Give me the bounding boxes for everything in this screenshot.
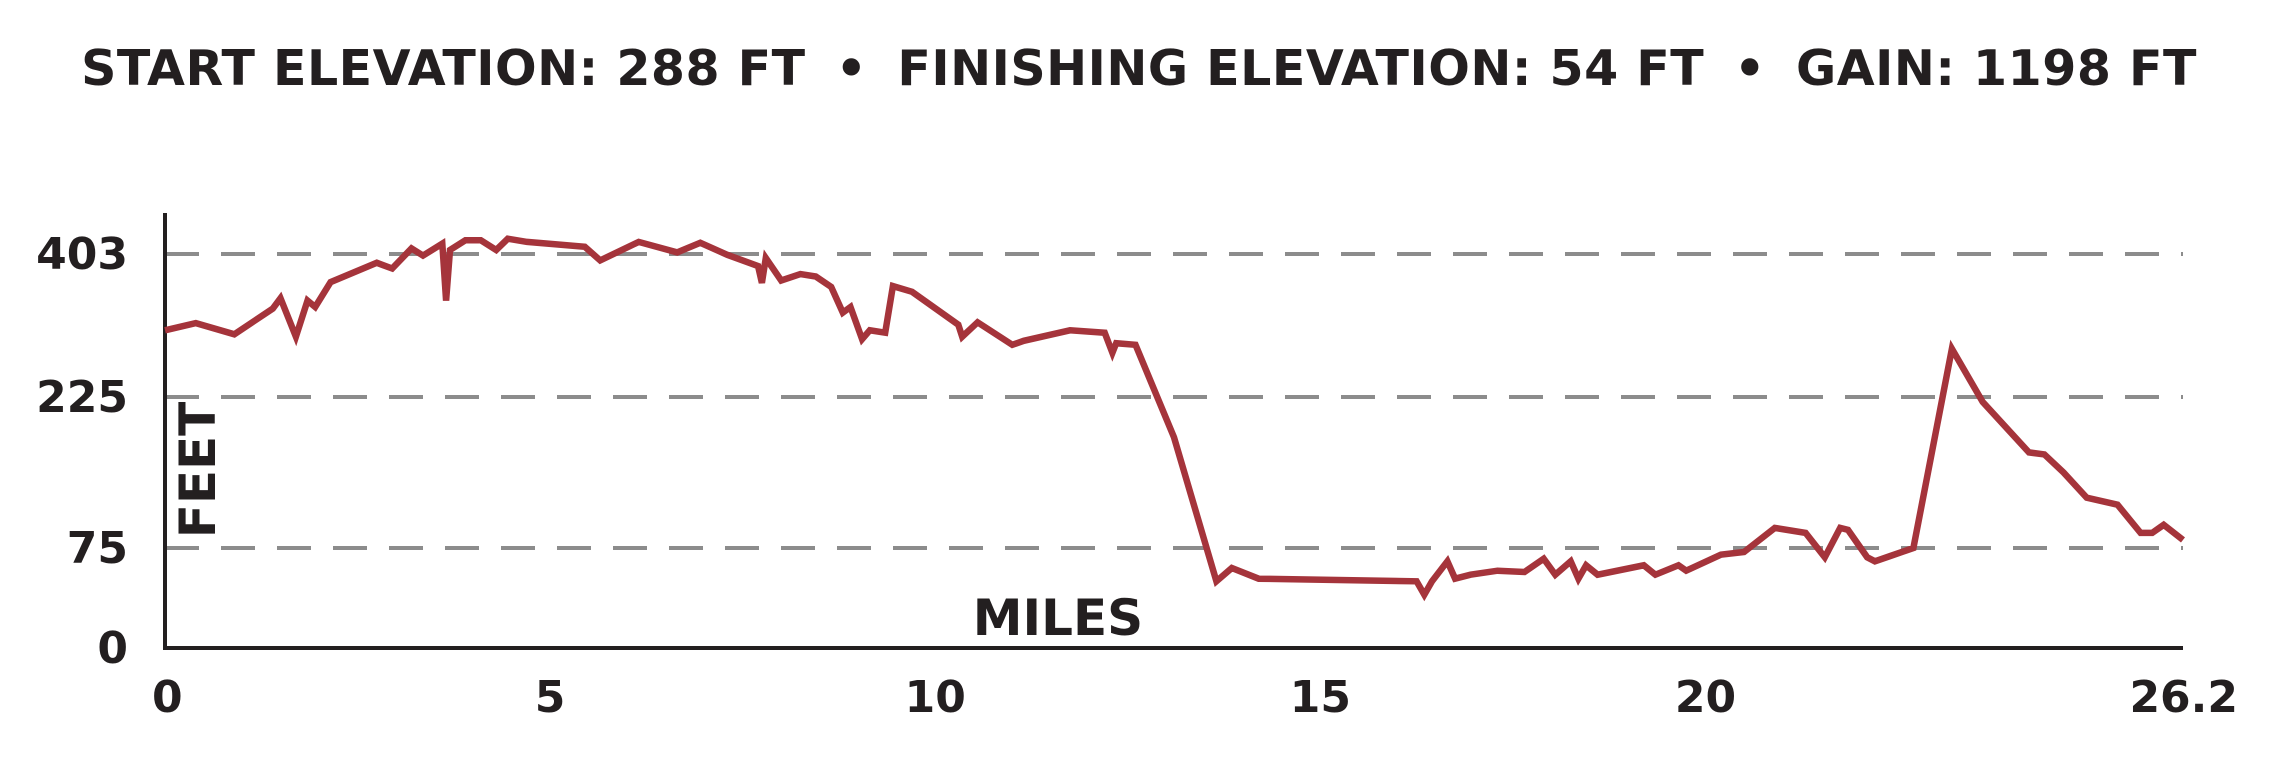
separator-dot: • xyxy=(835,40,868,97)
x-tick-label-20: 20 xyxy=(1675,672,1736,723)
y-tick-label-225: 225 xyxy=(36,372,128,423)
axes xyxy=(163,213,2183,650)
y-tick-label-0: 0 xyxy=(97,623,128,674)
separator-dot: • xyxy=(1734,40,1766,97)
start-elevation: START ELEVATION: 288 FT xyxy=(81,40,806,97)
grid-lines xyxy=(165,252,2183,550)
elevation-gain: GAIN: 1198 FT xyxy=(1796,40,2197,97)
x-tick-label-0: 0 xyxy=(152,672,183,723)
x-tick-label-15: 15 xyxy=(1290,672,1351,723)
series-group xyxy=(164,235,2186,602)
y-tick-label-75: 75 xyxy=(67,523,128,574)
elevation-summary: START ELEVATION: 288 FT • FINISHING ELEVAT… xyxy=(0,40,2278,97)
y-tick-label-403: 403 xyxy=(36,229,128,280)
elevation-line xyxy=(164,235,2186,602)
finishing-elevation: FINISHING ELEVATION: 54 FT xyxy=(897,40,1705,97)
x-tick-label-5: 5 xyxy=(535,672,566,723)
y-axis-title: FEET xyxy=(169,402,227,539)
x-tick-label-26.2: 26.2 xyxy=(2129,672,2238,723)
x-tick-label-10: 10 xyxy=(905,672,966,723)
tick-labels: 0 75 225 403 0 5 10 15 20 26.2 xyxy=(36,229,2238,723)
x-axis-title: MILES xyxy=(973,589,1143,647)
